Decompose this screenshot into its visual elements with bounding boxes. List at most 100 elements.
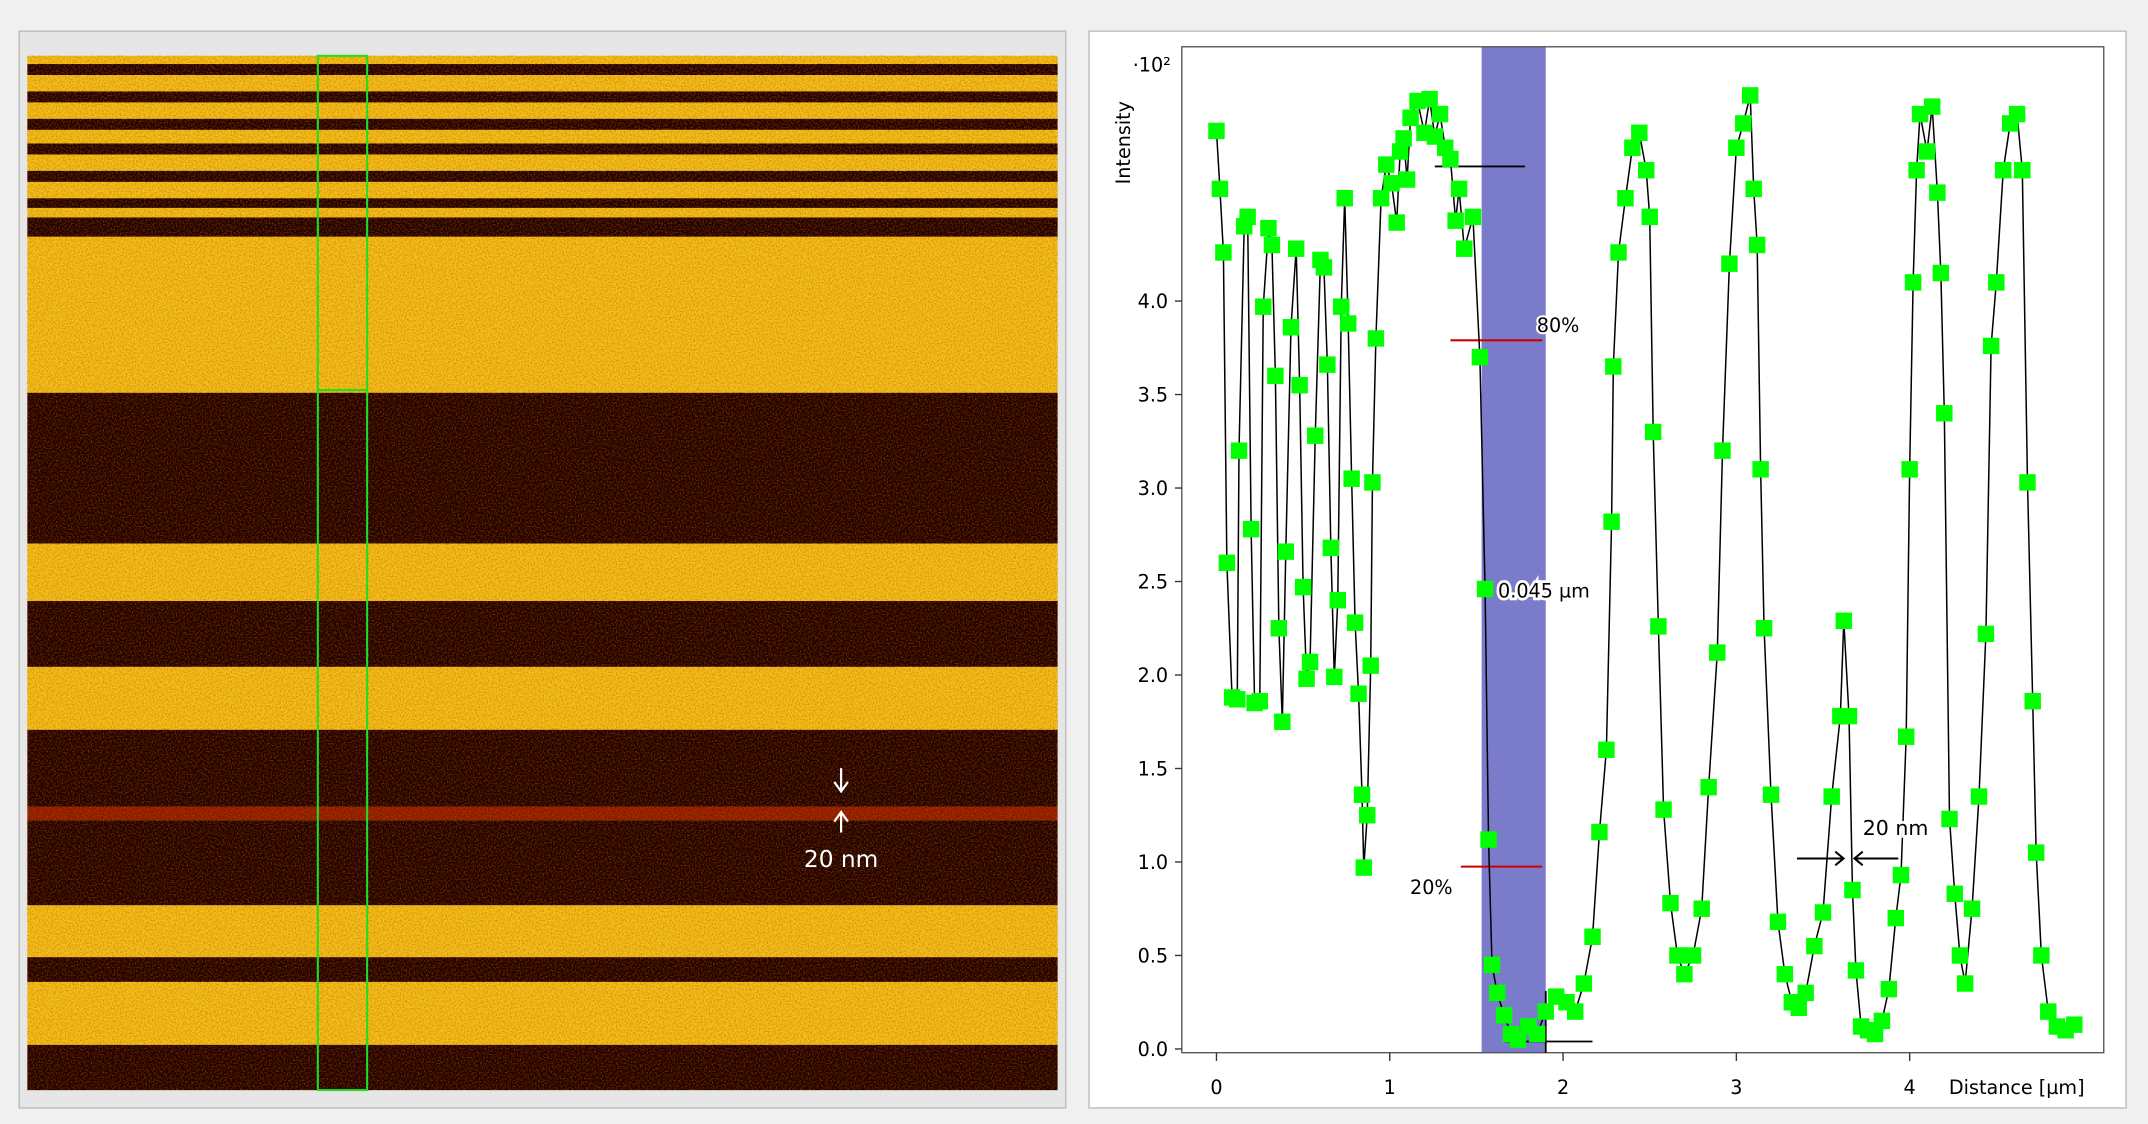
- data-point: [1398, 171, 1416, 188]
- data-point: [1488, 984, 1506, 1002]
- data-point: [1650, 618, 1667, 635]
- data-point: [1378, 156, 1395, 173]
- x-tick-label: 0: [1210, 1076, 1222, 1099]
- data-point: [1669, 947, 1686, 964]
- y-tick-label: 1.0: [1138, 851, 1168, 874]
- data-point: [1263, 236, 1281, 254]
- data-point: [1350, 685, 1367, 702]
- data-point: [1282, 319, 1300, 336]
- data-point: [1904, 274, 1922, 291]
- data-point: [2040, 1003, 2057, 1020]
- data-point: [1336, 190, 1353, 207]
- data-point: [1970, 788, 1988, 805]
- data-point: [1603, 513, 1620, 530]
- width-label: 0.045 µm: [1498, 580, 1590, 603]
- data-point: [2066, 1016, 2083, 1033]
- data-point: [1714, 442, 1731, 459]
- pitch-arrows: [1796, 850, 1899, 867]
- data-point: [1840, 707, 1858, 725]
- data-point: [1901, 461, 1918, 478]
- data-point: [1391, 143, 1409, 160]
- data-point: [1211, 180, 1229, 198]
- data-point: [1483, 956, 1501, 974]
- data-point: [1277, 543, 1295, 560]
- data-point: [1431, 105, 1449, 123]
- data-point: [1575, 975, 1593, 992]
- data-point: [1242, 520, 1260, 538]
- data-point: [1362, 657, 1379, 674]
- data-point: [1471, 348, 1489, 366]
- data-point: [1598, 741, 1615, 759]
- y-axis-label: Intensity: [1112, 101, 1135, 184]
- data-point: [1644, 423, 1662, 441]
- x-tick-label: 4: [1904, 1076, 1916, 1099]
- x-axis-label: Distance [µm]: [1949, 1076, 2085, 1099]
- data-point: [1655, 801, 1672, 818]
- data-point: [1315, 259, 1333, 276]
- data-point: [1745, 180, 1762, 198]
- data-point: [1584, 928, 1601, 945]
- data-point: [1617, 190, 1634, 207]
- data-point: [1402, 109, 1419, 127]
- data-point: [1790, 999, 1807, 1017]
- data-point: [1322, 539, 1340, 557]
- data-point: [1326, 668, 1343, 686]
- profile-chart: 0.0 0.5 1.0 1.5 2.0 2.5 3.0 3.5 4.0 0 1 2 3 4 ·10² Inte…: [1112, 46, 2105, 1099]
- data-point: [1274, 713, 1291, 730]
- data-point: [1218, 554, 1236, 572]
- data-point: [1887, 909, 1905, 927]
- data-point: [1239, 208, 1256, 226]
- data-point: [2008, 105, 2026, 123]
- data-point: [1447, 212, 1464, 229]
- y-scale-label: ·10²: [1133, 53, 1171, 76]
- data-point: [1464, 208, 1482, 226]
- data-point: [2019, 474, 2036, 491]
- data-point: [1367, 330, 1385, 347]
- data-point: [1908, 161, 1925, 179]
- y-tick-label: 3.5: [1138, 383, 1168, 406]
- data-point: [1476, 580, 1494, 598]
- data-point: [1721, 255, 1738, 272]
- data-point: [2033, 947, 2050, 964]
- y-tick-label: 1.5: [1138, 757, 1168, 780]
- data-point: [1610, 244, 1627, 261]
- data-point: [1528, 1025, 1546, 1043]
- data-point: [1932, 264, 1950, 282]
- data-point: [1892, 866, 1910, 884]
- data-point: [1537, 1003, 1554, 1020]
- data-point: [1941, 810, 1958, 828]
- data-point: [1755, 620, 1773, 637]
- data-point: [1700, 778, 1717, 796]
- y-tick-label: 2.5: [1138, 570, 1168, 593]
- data-point: [1267, 367, 1284, 385]
- data-point: [1641, 208, 1658, 226]
- data-point: [2014, 161, 2031, 179]
- x-tick-label: 2: [1557, 1076, 1569, 1099]
- chart-panel: [1088, 30, 2127, 1109]
- pitch-label: 20 nm: [1863, 816, 1929, 840]
- x-tick-label: 1: [1384, 1076, 1396, 1099]
- data-point: [1287, 240, 1305, 257]
- data-point: [1495, 1007, 1513, 1024]
- data-point: [1230, 442, 1248, 459]
- y-tick-label: 0.5: [1138, 944, 1168, 967]
- data-point: [1301, 653, 1319, 671]
- data-point: [1509, 1031, 1527, 1048]
- plot-frame: [1181, 46, 2105, 1054]
- data-point: [1806, 937, 1823, 955]
- data-point: [1319, 356, 1336, 373]
- data-point: [2027, 844, 2045, 861]
- data-point: [1762, 786, 1780, 803]
- data-point: [1936, 405, 1953, 422]
- data-point: [1951, 947, 1969, 964]
- data-point: [1735, 115, 1752, 132]
- data-point: [2024, 692, 2041, 710]
- data-point: [1456, 240, 1473, 257]
- data-point: [1359, 807, 1376, 824]
- level-label: 80%: [1537, 314, 1580, 337]
- data-point: [1372, 190, 1390, 207]
- data-point: [1873, 1012, 1891, 1030]
- data-point: [1339, 315, 1357, 332]
- data-point: [1343, 470, 1360, 487]
